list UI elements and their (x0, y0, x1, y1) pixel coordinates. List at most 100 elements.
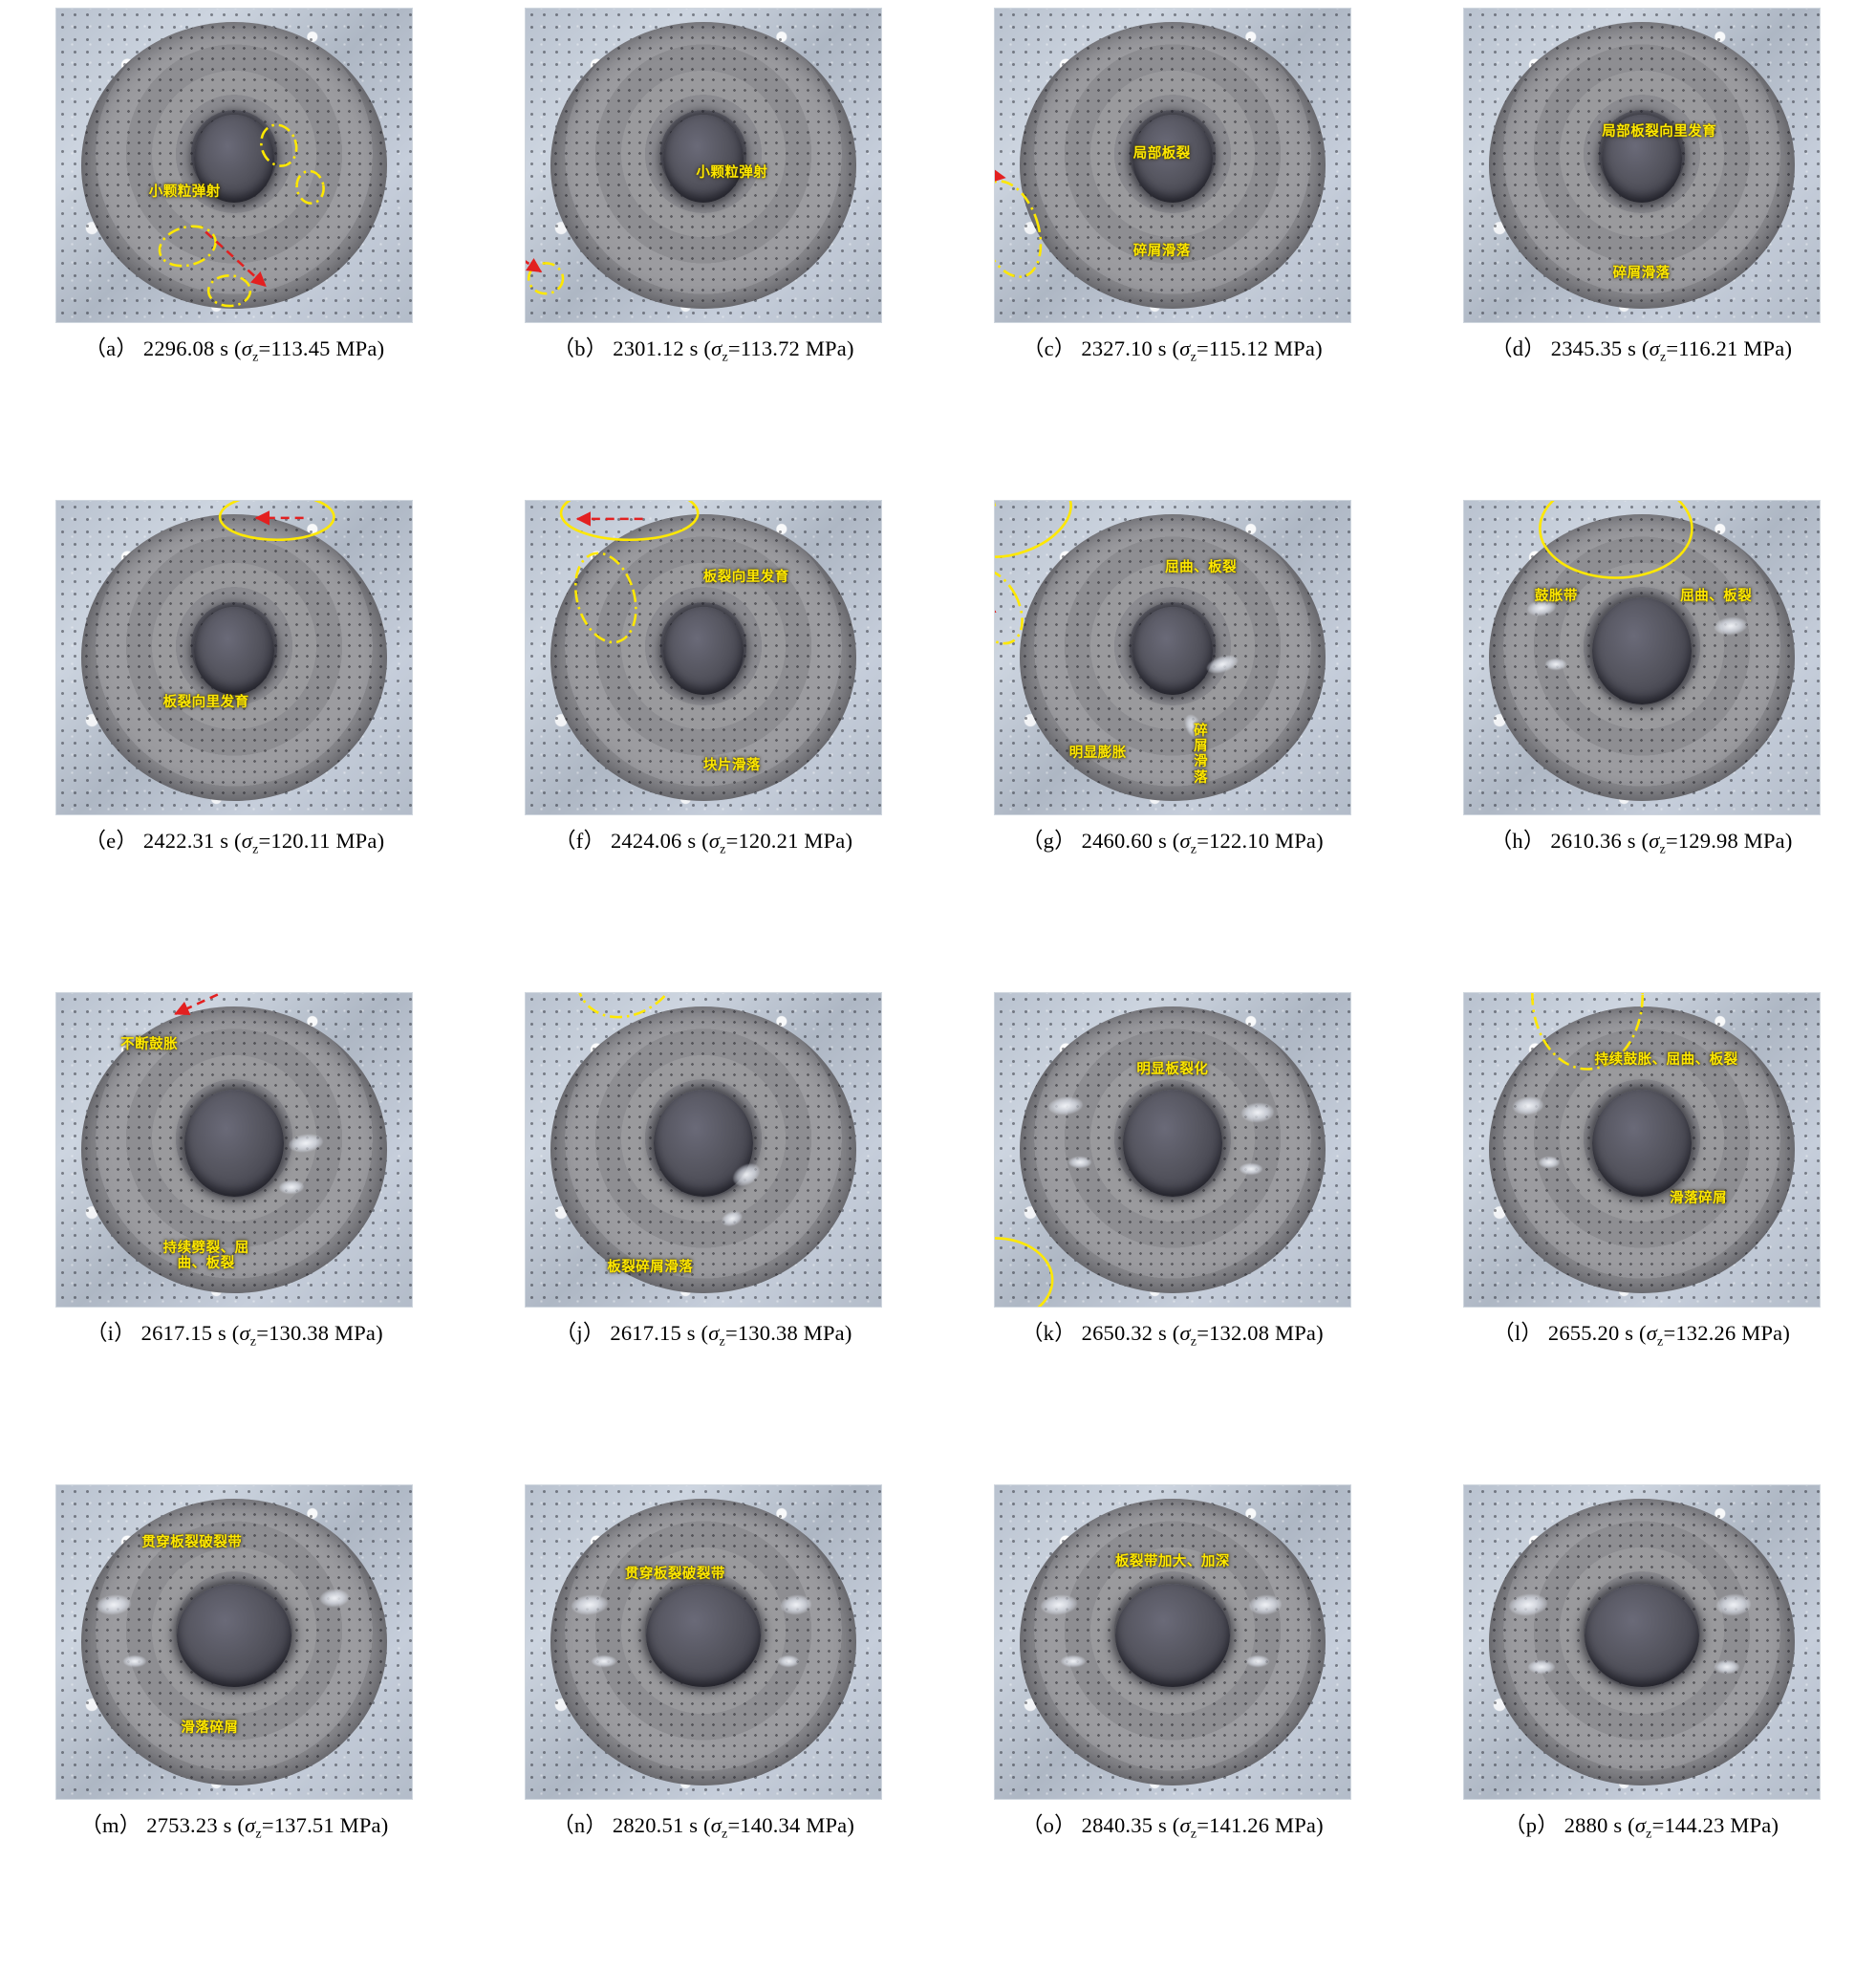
stress-unit: MPa (805, 336, 847, 360)
stress-unit: MPa (1275, 1321, 1317, 1345)
borehole-opening (1132, 607, 1213, 696)
annotation-ellipse (1538, 501, 1693, 579)
time-unit: s (1627, 829, 1636, 853)
borehole-image-m[interactable]: 贯穿板裂破裂带 滑落碎屑 (55, 1484, 414, 1800)
panel-caption-a: （a） 2296.08 s (σz=113.45 MPa) (84, 336, 385, 365)
stress-unit: MPa (1730, 1813, 1772, 1837)
borehole-wall (1488, 1006, 1795, 1293)
caption-index: （e） (84, 829, 139, 853)
caption-stress: 122.10 (1209, 829, 1270, 853)
caption-index: （j） (554, 1321, 605, 1345)
caption-index: （n） (552, 1813, 608, 1837)
borehole-image-j[interactable]: 板裂碎屑滑落 (525, 992, 883, 1308)
borehole-opening (1584, 1584, 1699, 1688)
sigma-subscript: z (252, 350, 259, 365)
sigma-symbol: σ (1646, 1321, 1658, 1345)
borehole-image-h[interactable]: 鼓胀带 屈曲、板裂 (1462, 500, 1821, 815)
borehole-image-g[interactable]: 屈曲、板裂 明显膨胀 碎 屑 滑 落 (993, 500, 1351, 815)
annotation-label-slabbing-inward: 板裂向里发育 (162, 695, 249, 711)
annotation-label-bulging-band: 鼓胀带 (1534, 588, 1578, 604)
annotation-overlay-j: 板裂碎屑滑落 (526, 993, 881, 1307)
sigma-symbol: σ (239, 1321, 250, 1345)
panel-cell-i: 不断鼓胀持续劈裂、屈 曲、板裂 （i） 2617.15 s (σz=130.38 … (0, 984, 469, 1477)
annotation-label-slab-debris-sliding: 板裂碎屑滑落 (607, 1259, 694, 1275)
annotation-ellipse (994, 568, 1024, 645)
caption-time: 2753.23 (146, 1813, 218, 1837)
sigma-symbol: σ (711, 336, 722, 360)
borehole-opening (1132, 115, 1213, 204)
time-unit: s (1628, 336, 1637, 360)
caption-time: 2422.31 (142, 829, 215, 853)
annotation-ellipse (994, 501, 1072, 558)
borehole-image-n[interactable]: 贯穿板裂破裂带 (525, 1484, 883, 1800)
spalled-rock-patch (1714, 1660, 1739, 1675)
borehole-image-d[interactable]: 局部板裂向里发育 碎屑滑落 (1462, 8, 1821, 323)
annotation-label-continuous-bulging: 不断鼓胀 (120, 1036, 179, 1052)
panel-cell-c: 局部板裂 碎屑滑落 （c） 2327.10 s (σz=115.12 MPa) (938, 0, 1408, 492)
annotation-ellipse (207, 274, 252, 308)
annotation-overlay-h: 鼓胀带 屈曲、板裂 (1464, 501, 1820, 814)
time-unit: s (1613, 1813, 1623, 1837)
annotation-overlay-k: 明显板裂化 (994, 993, 1350, 1307)
annotation-overlay-c: 局部板裂 碎屑滑落 (994, 9, 1350, 322)
borehole-image-a[interactable]: 小颗粒弹射 (55, 8, 414, 323)
sigma-subscript: z (249, 1334, 257, 1350)
sigma-subscript: z (1659, 350, 1667, 365)
caption-index: （l） (1493, 1321, 1543, 1345)
caption-index: （c） (1022, 336, 1076, 360)
borehole-image-o[interactable]: 板裂带加大、加深 (993, 1484, 1351, 1800)
annotation-label-block-sliding: 块片滑落 (702, 757, 761, 773)
caption-index: （f） (554, 829, 606, 853)
spalled-rock-patch (1538, 1157, 1560, 1169)
sigma-subscript: z (719, 1334, 725, 1350)
caption-time: 2610.36 (1550, 829, 1622, 853)
borehole-image-b[interactable]: 小颗粒弹射 (525, 8, 883, 323)
borehole-image-c[interactable]: 局部板裂 碎屑滑落 (993, 8, 1351, 323)
caption-index: （o） (1021, 1813, 1076, 1837)
spalled-rock-patch (1528, 1660, 1556, 1675)
time-unit: s (223, 1813, 232, 1837)
annotation-label-debris-sliding-vertical: 碎 屑 滑 落 (1194, 723, 1209, 786)
annotation-label-obvious-slabbing: 明显板裂化 (1136, 1062, 1209, 1078)
stress-unit: MPa (806, 1813, 848, 1837)
annotation-ellipse (574, 552, 637, 644)
borehole-opening (663, 115, 744, 204)
annotation-overlay-p (1464, 1485, 1820, 1799)
spalled-rock-patch (1246, 1655, 1270, 1667)
borehole-opening (194, 115, 275, 204)
caption-stress: 132.08 (1209, 1321, 1270, 1345)
borehole-opening (1601, 115, 1682, 204)
sigma-symbol: σ (241, 336, 253, 360)
panel-caption-i: （i） 2617.15 s (σz=130.38 MPa) (85, 1321, 383, 1350)
borehole-image-k[interactable]: 明显板裂化 (993, 992, 1351, 1308)
panel-caption-h: （h） 2610.36 s (σz=129.98 MPa) (1490, 829, 1793, 857)
caption-time: 2296.08 (142, 336, 215, 360)
caption-time: 2655.20 (1547, 1321, 1620, 1345)
panel-caption-j: （j） 2617.15 s (σz=130.38 MPa) (554, 1321, 852, 1350)
panel-cell-k: 明显板裂化 （k） 2650.32 s (σz=132.08 MPa) (938, 984, 1408, 1477)
borehole-image-f[interactable]: 板裂向里发育 块片滑落 (525, 500, 883, 815)
caption-stress: 116.21 (1678, 336, 1738, 360)
borehole-opening (184, 1090, 285, 1198)
borehole-image-e[interactable]: 板裂向里发育 (55, 500, 414, 815)
panel-cell-m: 贯穿板裂破裂带 滑落碎屑 （m） 2753.23 s (σz=137.51 MPa) (0, 1477, 469, 1969)
spalled-rock-patch (1239, 1162, 1262, 1175)
borehole-image-p[interactable] (1462, 1484, 1821, 1800)
stress-unit: MPa (1273, 336, 1316, 360)
annotation-label-slabbing-inward: 板裂向里发育 (702, 570, 789, 586)
annotation-overlay-b: 小颗粒弹射 (526, 9, 881, 322)
stress-unit: MPa (803, 1321, 845, 1345)
annotation-overlay-d: 局部板裂向里发育 碎屑滑落 (1464, 9, 1820, 322)
annotation-arrow (174, 993, 225, 1016)
caption-index: （d） (1491, 336, 1545, 360)
annotation-label-continuous-splitting-buckling-slabbing: 持续劈裂、屈 曲、板裂 (162, 1241, 249, 1272)
annotation-arrow (994, 599, 997, 614)
time-unit: s (1157, 336, 1167, 360)
spalled-rock-patch (778, 1655, 800, 1667)
borehole-image-i[interactable]: 不断鼓胀持续劈裂、屈 曲、板裂 (55, 992, 414, 1308)
caption-stress: 129.98 (1677, 829, 1738, 853)
caption-index: （g） (1021, 829, 1076, 853)
annotation-overlay-a: 小颗粒弹射 (56, 9, 412, 322)
borehole-image-l[interactable]: 持续鼓胀、屈曲、板裂 滑落碎屑 (1462, 992, 1821, 1308)
caption-stress: 144.23 (1664, 1813, 1725, 1837)
